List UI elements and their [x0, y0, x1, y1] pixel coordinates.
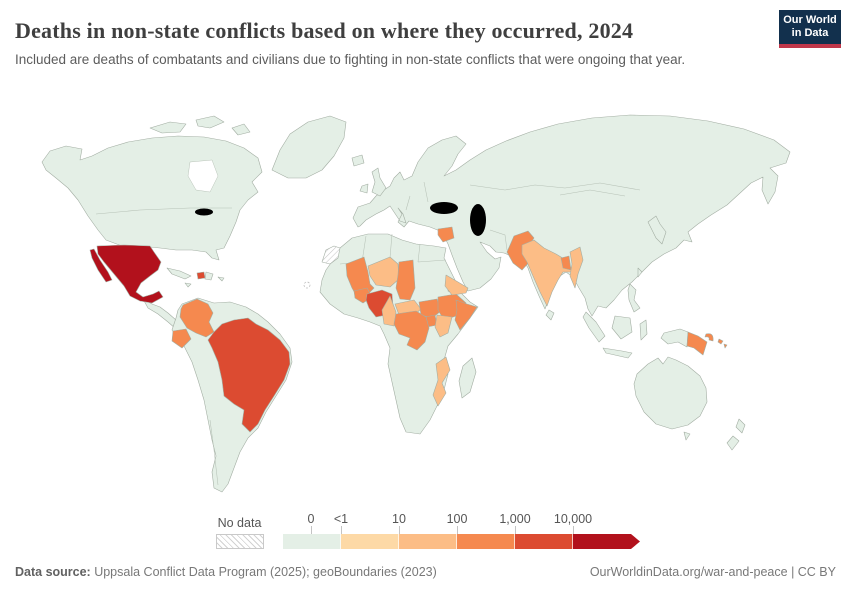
- legend-tick-0: 0: [307, 512, 315, 526]
- black-sea: [430, 202, 458, 214]
- country-taiwan[interactable]: [637, 267, 643, 278]
- asia-borders: [405, 181, 641, 251]
- country-indonesia-java[interactable]: [602, 347, 633, 359]
- country-indonesia-sumatra[interactable]: [582, 311, 606, 343]
- country-iceland[interactable]: [351, 154, 365, 167]
- country-mozambique[interactable]: [432, 356, 451, 407]
- hudson-bay: [187, 159, 219, 193]
- country-jamaica[interactable]: [184, 282, 192, 288]
- country-myanmar[interactable]: [569, 246, 584, 289]
- country-new-zealand[interactable]: [726, 418, 746, 451]
- country-madagascar[interactable]: [458, 357, 477, 399]
- country-puerto-rico[interactable]: [217, 276, 225, 282]
- country-somalia[interactable]: [454, 299, 478, 331]
- country-democratic-republic-of-congo[interactable]: [393, 310, 430, 351]
- legend-bin-10-100[interactable]: [399, 534, 457, 549]
- country-ireland[interactable]: [359, 183, 369, 194]
- legend-bin-lt1-10[interactable]: [341, 534, 399, 549]
- country-ecuador[interactable]: [171, 328, 192, 349]
- country-tasmania: [683, 431, 691, 441]
- country-philippines[interactable]: [627, 283, 641, 313]
- country-colombia[interactable]: [179, 298, 215, 338]
- legend-color-bar: [283, 534, 640, 549]
- country-sri-lanka[interactable]: [545, 309, 555, 321]
- legend-tick-lt1: <1: [333, 512, 349, 526]
- sahara-borders: [339, 233, 447, 265]
- no-data-swatch[interactable]: [216, 534, 264, 549]
- country-united-kingdom[interactable]: [371, 167, 387, 197]
- great-lakes: [195, 208, 213, 216]
- page-subtitle: Included are deaths of combatants and ci…: [15, 52, 686, 67]
- legend-tickmark: [399, 526, 400, 534]
- country-kenya[interactable]: [434, 314, 453, 338]
- country-japan[interactable]: [647, 215, 667, 245]
- legend-tick-10000: 10,000: [553, 512, 593, 526]
- country-india[interactable]: [521, 239, 579, 307]
- country-haiti[interactable]: [196, 271, 206, 280]
- legend-tick-10: 10: [392, 512, 406, 526]
- legend-tick-100: 100: [446, 512, 468, 526]
- country-brazil[interactable]: [207, 317, 291, 433]
- legend-tickmark: [515, 526, 516, 534]
- legend-tickmark: [341, 526, 342, 534]
- data-source-label: Data source:: [15, 565, 91, 579]
- country-canada-usa[interactable]: [41, 135, 263, 261]
- country-indonesia-west-papua[interactable]: [660, 328, 689, 348]
- country-western-sahara[interactable]: [321, 245, 341, 265]
- owid-logo-line1: Our World: [783, 14, 837, 26]
- country-chad[interactable]: [395, 259, 416, 301]
- license-link[interactable]: OurWorldinData.org/war-and-peace | CC BY: [589, 565, 836, 579]
- country-mali[interactable]: [345, 256, 375, 296]
- country-solomon-islands[interactable]: [717, 338, 728, 349]
- owid-logo[interactable]: Our World in Data: [779, 10, 841, 48]
- arctic-islands: [149, 115, 251, 136]
- no-data-label: No data: [217, 516, 262, 530]
- country-new-britain[interactable]: [704, 333, 714, 342]
- legend-tickmark: [457, 526, 458, 534]
- country-dominican-republic[interactable]: [204, 271, 214, 281]
- caspian-sea: [470, 204, 486, 236]
- country-mexico[interactable]: [96, 244, 164, 304]
- owid-logo-line2: in Data: [791, 27, 829, 39]
- chile-argentina-border: [209, 419, 219, 486]
- data-source-text: Uppsala Conflict Data Program (2025); ge…: [90, 565, 437, 579]
- country-yemen[interactable]: [444, 274, 469, 296]
- legend-tickmark: [573, 526, 574, 534]
- country-australia[interactable]: [633, 356, 708, 430]
- country-indonesia-sulawesi[interactable]: [639, 319, 648, 341]
- legend-bin-100-1000[interactable]: [457, 534, 515, 549]
- us-canada-border: [95, 207, 232, 215]
- world-choropleth-map[interactable]: [0, 100, 850, 510]
- country-greenland[interactable]: [271, 115, 347, 179]
- country-south-sudan[interactable]: [418, 298, 442, 319]
- country-mexico-baja[interactable]: [89, 248, 113, 283]
- cape-verde-no-data: [303, 281, 311, 289]
- page-title: Deaths in non-state conflicts based on w…: [15, 18, 634, 43]
- country-syria[interactable]: [437, 226, 455, 243]
- country-niger[interactable]: [367, 256, 400, 288]
- country-cuba[interactable]: [166, 267, 192, 280]
- legend-bin-10000-plus[interactable]: [573, 534, 640, 549]
- data-source: Data source: Uppsala Conflict Data Progr…: [15, 565, 437, 579]
- legend-tick-1000: 1,000: [499, 512, 531, 526]
- legend-bin-0[interactable]: [283, 534, 341, 549]
- legend-bin-1000-10000[interactable]: [515, 534, 573, 549]
- country-indonesia-borneo[interactable]: [611, 315, 633, 340]
- legend-tickmark: [311, 526, 312, 534]
- country-papua-new-guinea[interactable]: [686, 331, 708, 356]
- map-legend: No data 0 <1 10 100 1,000 10,000: [0, 510, 850, 558]
